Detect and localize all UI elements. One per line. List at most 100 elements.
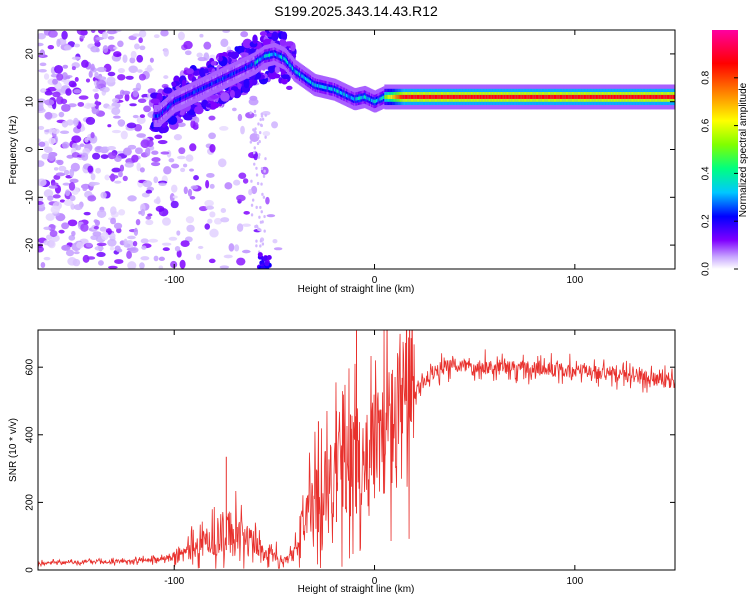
heatmap-cell [250,179,253,183]
heatmap-cell [326,86,330,90]
heatmap-cell [253,61,256,66]
heatmap-cell [624,94,628,99]
heatmap-cell [325,86,328,90]
heatmap-cell [573,94,576,99]
heatmap-cell [90,45,100,53]
heatmap-cell [252,34,258,44]
heatmap-cell [81,59,89,68]
heatmap-cell [258,153,261,157]
heatmap-cell [474,94,477,99]
heatmap-cell [116,150,126,154]
heatmap-cell [389,94,392,99]
heatmap-cell [76,30,86,36]
heatmap-cell [272,52,275,56]
heatmap-cell [284,57,287,62]
heatmap-cell [281,74,291,80]
heatmap-cell [39,49,45,58]
heatmap-cell [220,77,224,81]
heatmap-cell [126,122,137,129]
heatmap-cell [127,195,137,202]
heatmap-cell [114,259,124,264]
heatmap-cell [317,84,320,88]
heatmap-cell [139,167,145,173]
heatmap-cell [445,94,449,99]
heatmap-cell [87,103,97,108]
heatmap-cell [185,216,195,224]
heatmap-cell [44,99,55,106]
heatmap-cell [319,84,322,88]
heatmap-cell [236,223,244,232]
heatmap-cell [260,265,266,269]
heatmap-cell [38,201,44,205]
heatmap-cell [500,94,504,99]
heatmap-cell [580,94,583,99]
heatmap-cell [87,195,97,202]
heatmap-cell [196,88,200,93]
heatmap-cell [653,94,656,99]
heatmap-cell [268,53,272,57]
snr-ticks: -100 0 100 0 200 400 600 [25,330,675,587]
heatmap-cell [484,94,487,99]
heatmap-cell [494,94,498,99]
heatmap-cell [455,94,458,99]
heatmap-cell [256,134,260,138]
heatmap-cell [65,88,72,96]
heatmap-cell [273,247,283,251]
heatmap-cell [189,196,196,200]
heatmap-cell [264,54,267,58]
heatmap-cell [318,84,321,88]
heatmap-cell [205,103,212,108]
heatmap-cell [246,65,249,69]
heatmap-cell [72,117,79,127]
heatmap-cell [59,130,70,135]
heatmap-cell [73,43,81,48]
heatmap-cell [518,94,522,99]
heatmap-cell [59,199,66,203]
colorbar-tick-label: 0.2 [701,214,712,228]
heatmap-cell [546,94,549,99]
heatmap-cell [96,66,107,73]
heatmap-cell [143,105,151,113]
heatmap-cell [449,94,452,99]
heatmap-cell [231,72,235,76]
heatmap-cell [160,30,169,37]
heatmap-cell [618,94,622,99]
heatmap-cell [563,94,566,99]
heatmap-cell [113,46,118,50]
heatmap-cell [219,78,223,82]
heatmap-cell [165,107,169,111]
heatmap-cell [356,96,360,101]
heatmap-cell [559,94,563,99]
heatmap-cell [38,178,47,187]
heatmap-cell [377,98,380,102]
heatmap-cell [64,189,71,197]
heatmap-cell [540,94,543,99]
heatmap-cell [249,132,260,142]
heatmap-cell [672,94,675,99]
heatmap-cell [254,127,257,131]
heatmap-cell [296,70,300,75]
heatmap-cell [55,172,66,177]
heatmap-cell [256,181,260,186]
heatmap-cell [151,150,159,155]
heatmap-cell [169,103,172,108]
heatmap-cell [173,134,183,141]
heatmap-cell [241,67,244,72]
heatmap-cell [360,96,363,100]
heatmap-cell [220,92,230,102]
heatmap-cell [96,79,107,88]
heatmap-cell [63,199,73,206]
heatmap-cell [273,52,277,56]
heatmap-cell [93,219,98,224]
heatmap-cell [193,175,199,181]
heatmap-cell [68,182,76,191]
heatmap-cell [516,94,519,99]
heatmap-cell [264,261,270,267]
heatmap-cell [48,137,56,145]
heatmap-cell [101,86,110,93]
heatmap-cell [101,231,109,241]
heatmap-cell [434,94,438,99]
heatmap-cell [384,94,387,99]
heatmap-cell [224,182,233,190]
heatmap-cell [181,96,184,100]
